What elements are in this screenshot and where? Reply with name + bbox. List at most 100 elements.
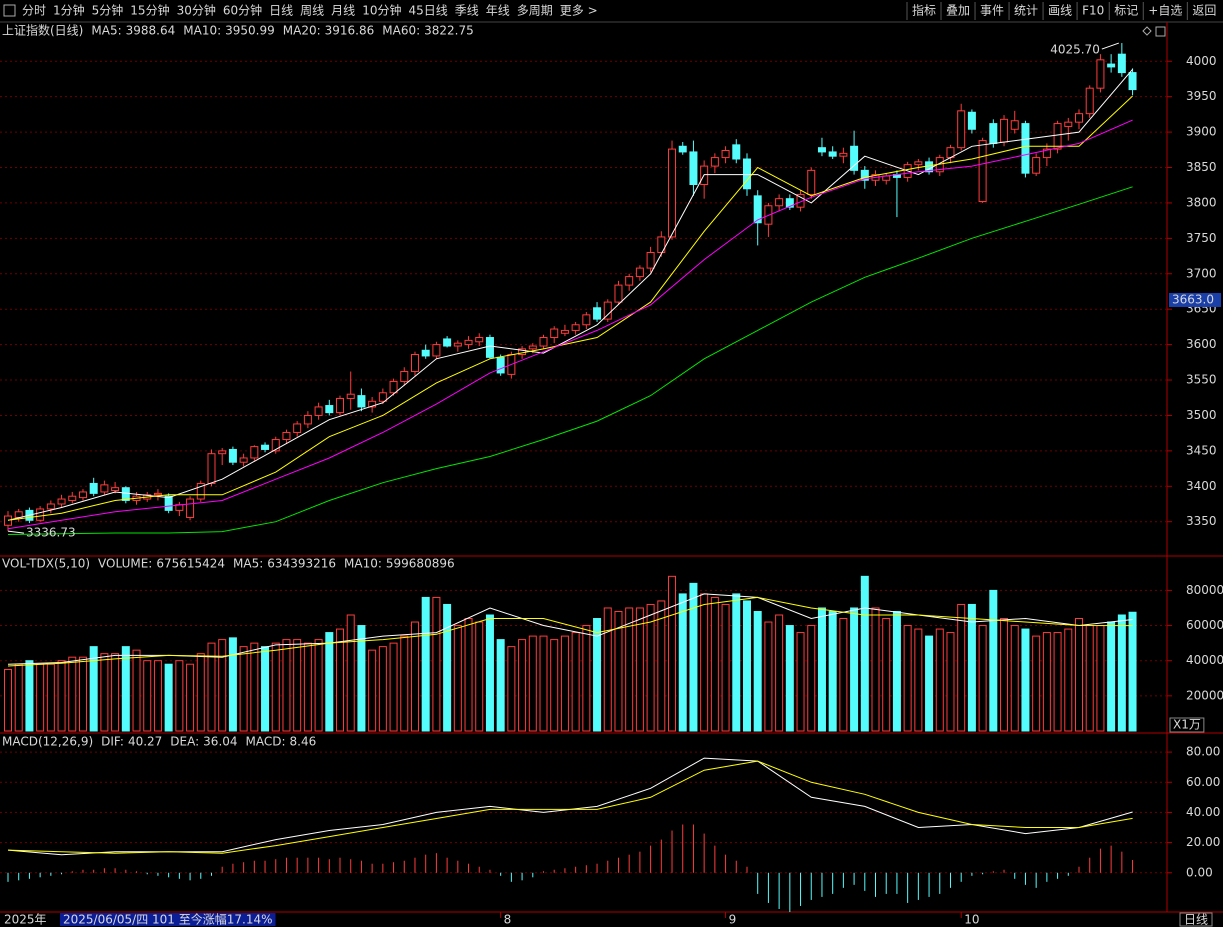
tool-button[interactable]: 事件 (980, 4, 1004, 18)
volume-bar (68, 656, 77, 732)
volume-bar (903, 625, 912, 732)
candle-body (36, 508, 45, 521)
candle-body (518, 348, 527, 356)
window-icon[interactable] (1155, 26, 1166, 37)
tool-button[interactable]: 统计 (1014, 4, 1038, 18)
volume-bar (550, 639, 559, 732)
legend-name: DIF: (101, 735, 124, 749)
volume-bar (764, 621, 773, 732)
candle-body (1096, 59, 1105, 89)
tool-button[interactable]: 返回 (1192, 4, 1216, 18)
volume-bar (410, 621, 419, 732)
legend-value: 8.46 (290, 735, 317, 749)
candle-body (1000, 118, 1009, 143)
candle-body (710, 157, 719, 167)
period-tab[interactable]: 更多 > (560, 4, 598, 18)
candle-body (378, 392, 387, 402)
y-tick-label: 4000 (1186, 54, 1217, 68)
period-tab[interactable]: 日线 (269, 4, 293, 18)
volume-bar (1000, 618, 1009, 732)
candle-body (635, 267, 644, 278)
legend-value: 36.04 (203, 735, 237, 749)
legend-name: MA10: (183, 24, 221, 38)
candle-body (443, 338, 452, 347)
period-tab[interactable]: 月线 (331, 4, 355, 18)
candle-body (357, 395, 366, 408)
tool-button[interactable]: 画线 (1048, 4, 1072, 18)
volume-bar (250, 642, 259, 732)
period-tab[interactable]: 30分钟 (177, 3, 216, 18)
tool-button[interactable]: 标记 (1114, 4, 1138, 18)
candle-body (496, 356, 505, 374)
volume-bar (892, 610, 901, 732)
candle-body (1085, 87, 1094, 115)
x-tick-label: 10 (964, 913, 979, 927)
period-tab[interactable]: 季线 (455, 4, 479, 18)
tool-button[interactable]: 指标 (912, 3, 936, 18)
period-tab[interactable]: 分时 (22, 4, 46, 18)
min-label: 3336.73 (26, 526, 76, 540)
volume-bar (400, 635, 409, 732)
volume-bar (721, 603, 730, 732)
volume-bar (817, 607, 826, 732)
period-button[interactable]: 日线 (1184, 913, 1208, 927)
y-tick-label: 60.00 (1186, 775, 1220, 789)
candle-body (186, 498, 195, 518)
y-tick-label: 3900 (1186, 125, 1217, 139)
volume-bar (967, 603, 976, 732)
volume-bar (1085, 625, 1094, 732)
candle-body (753, 195, 762, 224)
y-tick-label: 3850 (1186, 160, 1217, 174)
volume-bar (464, 618, 473, 732)
candle-body (742, 158, 751, 190)
candle-body (678, 145, 687, 153)
volume-bar (518, 639, 527, 732)
candle-body (539, 337, 548, 347)
diamond-icon[interactable] (1142, 26, 1152, 36)
volume-bar (1010, 625, 1019, 732)
candle-body (453, 342, 462, 347)
period-tab[interactable]: 15分钟 (130, 3, 169, 18)
tool-button[interactable]: 叠加 (946, 4, 970, 18)
candle-body (775, 198, 784, 207)
volume-bar (1128, 611, 1137, 732)
legend-name: MACD: (246, 735, 286, 749)
candle-body (571, 324, 580, 331)
period-tab[interactable]: 10分钟 (362, 3, 401, 18)
period-tab[interactable]: 多周期 (517, 4, 553, 18)
candle-body (785, 198, 794, 208)
volume-bar (164, 663, 173, 732)
candle-body (100, 484, 109, 493)
period-tab[interactable]: 45日线 (408, 4, 447, 18)
candle-body (860, 169, 869, 181)
period-button-box[interactable] (1179, 912, 1213, 927)
period-tab[interactable]: 年线 (486, 4, 510, 18)
volume-bar (25, 660, 34, 732)
volume-bar (36, 663, 45, 732)
volume-bar (871, 607, 880, 732)
period-tab[interactable]: 60分钟 (223, 3, 262, 18)
y-tick-label: 3450 (1186, 443, 1217, 457)
volume-bar (357, 625, 366, 732)
volume-bar (860, 575, 869, 732)
candle-body (207, 453, 216, 484)
indicator-line (7, 186, 1133, 535)
volume-bar (325, 632, 334, 732)
period-tab[interactable]: 周线 (300, 4, 324, 18)
volume-bar (453, 625, 462, 732)
tool-button[interactable]: +自选 (1148, 4, 1182, 18)
volume-bar (689, 582, 698, 732)
volume-bar (1096, 625, 1105, 732)
volume-bar (57, 660, 66, 732)
candle-body (582, 314, 591, 326)
volume-bar (593, 618, 602, 732)
candle-body (46, 503, 55, 510)
toolbar-icon[interactable] (3, 4, 16, 17)
volume-bar (646, 603, 655, 732)
panel-title: 上证指数(日线) (2, 23, 83, 38)
period-tab[interactable]: 1分钟 (53, 3, 85, 18)
period-tab[interactable]: 5分钟 (92, 3, 124, 18)
volume-bar (111, 653, 120, 732)
tool-button[interactable]: F10 (1082, 4, 1104, 18)
